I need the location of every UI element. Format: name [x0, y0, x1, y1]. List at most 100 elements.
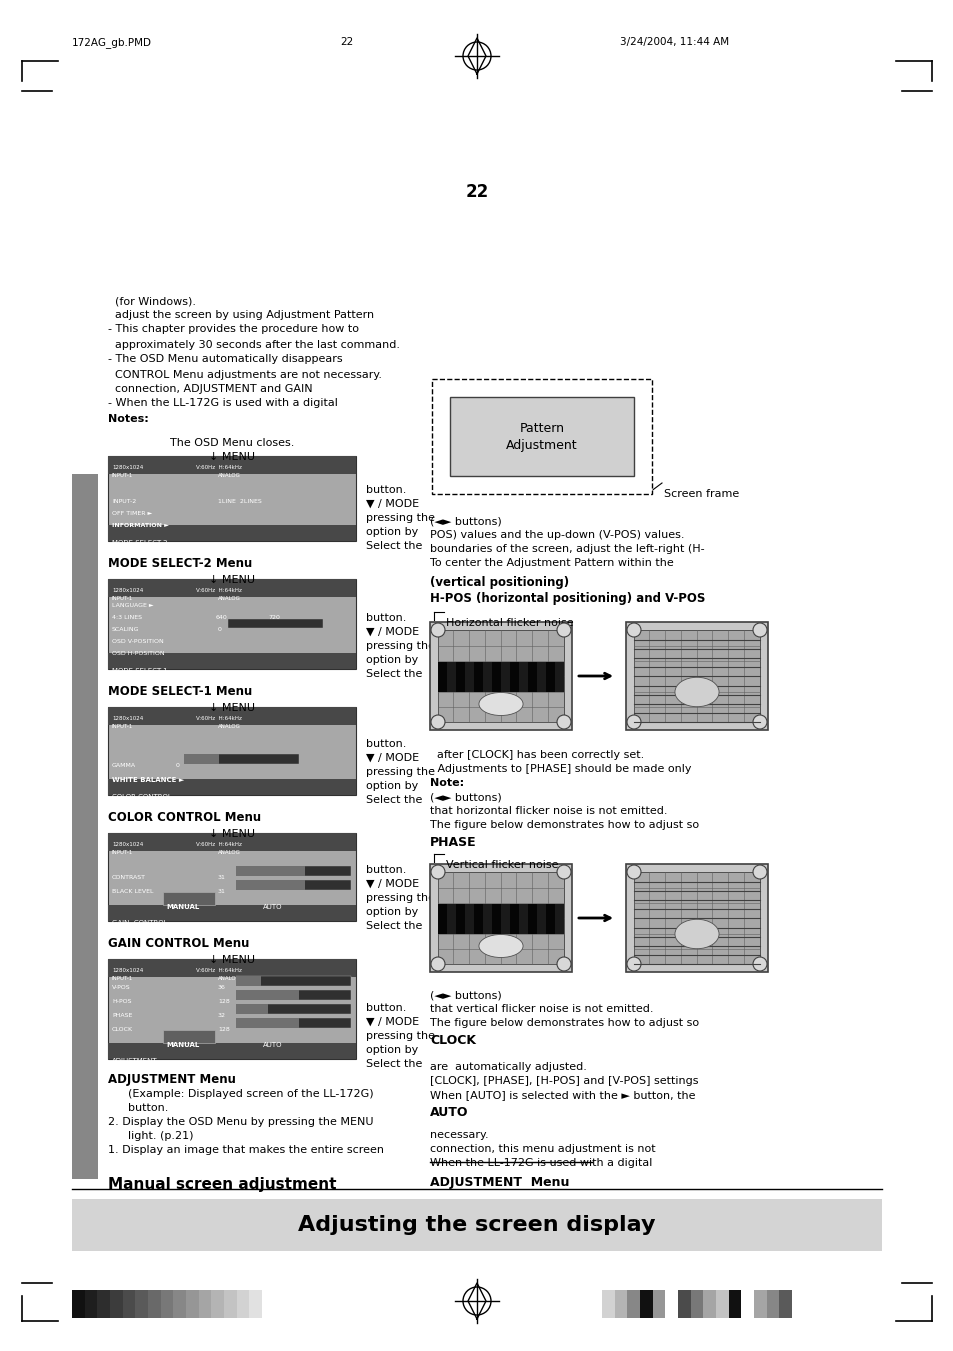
Text: Note:: Note: — [430, 778, 464, 788]
Text: COLOR CONTROL: COLOR CONTROL — [112, 794, 172, 800]
Bar — [492, 904, 500, 934]
Text: - The OSD Menu automatically disappears: - The OSD Menu automatically disappears — [108, 354, 342, 363]
Bar — [108, 959, 355, 1059]
Bar — [510, 904, 518, 934]
Bar — [71, 1198, 882, 1251]
Circle shape — [557, 715, 571, 730]
Bar — [527, 662, 537, 692]
Text: ANALOG: ANALOG — [218, 473, 240, 478]
Text: V:60Hz  H:64kHz: V:60Hz H:64kHz — [195, 716, 242, 721]
Bar — [678, 1290, 690, 1319]
Bar — [601, 1290, 615, 1319]
Bar — [235, 990, 298, 1000]
Text: button.: button. — [366, 613, 406, 623]
Text: 1. Display an image that makes the entire screen: 1. Display an image that makes the entir… — [108, 1146, 384, 1155]
Text: pressing the: pressing the — [366, 1031, 435, 1042]
Text: (◄► buttons): (◄► buttons) — [430, 990, 501, 1000]
Text: button.: button. — [366, 1002, 406, 1013]
Text: Select the: Select the — [366, 921, 422, 931]
Bar — [235, 990, 351, 1000]
Text: 32: 32 — [218, 1013, 226, 1019]
Text: pressing the: pressing the — [366, 640, 435, 651]
Circle shape — [557, 865, 571, 880]
Text: ADJUSTMENT Menu: ADJUSTMENT Menu — [108, 1073, 235, 1086]
Bar — [235, 866, 351, 875]
Bar — [474, 904, 482, 934]
Text: INPUT-1: INPUT-1 — [112, 850, 133, 855]
Text: ▼ / MODE: ▼ / MODE — [366, 499, 418, 509]
Text: 1280x1024: 1280x1024 — [112, 716, 143, 721]
Bar — [224, 1290, 237, 1319]
Bar — [639, 1290, 653, 1319]
Text: that horizontal flicker noise is not emitted.: that horizontal flicker noise is not emi… — [430, 807, 667, 816]
Text: necessary.: necessary. — [430, 1129, 488, 1140]
Bar — [437, 662, 447, 692]
Text: 720: 720 — [268, 615, 279, 620]
Bar — [235, 1019, 298, 1028]
Text: LANGUAGE ►: LANGUAGE ► — [112, 603, 153, 608]
Text: COLOR CONTROL Menu: COLOR CONTROL Menu — [108, 811, 261, 824]
Text: - When the LL-172G is used with a digital: - When the LL-172G is used with a digita… — [108, 399, 337, 408]
Text: CLOCK: CLOCK — [112, 1027, 133, 1032]
Text: V:60Hz  H:64kHz: V:60Hz H:64kHz — [195, 969, 242, 973]
Text: Horizontal flicker noise: Horizontal flicker noise — [446, 617, 573, 628]
Text: ADJUSTMENT: ADJUSTMENT — [112, 1058, 157, 1065]
Bar — [108, 580, 355, 669]
Text: INPUT-1: INPUT-1 — [112, 473, 133, 478]
Text: after [CLOCK] has been correctly set.: after [CLOCK] has been correctly set. — [430, 750, 643, 761]
Bar — [163, 1029, 214, 1043]
Circle shape — [626, 957, 640, 971]
Bar — [108, 526, 355, 540]
Bar — [108, 707, 355, 794]
Bar — [97, 1290, 111, 1319]
Bar — [634, 871, 760, 965]
Text: Notes:: Notes: — [108, 413, 149, 424]
Text: Select the: Select the — [366, 794, 422, 805]
Circle shape — [626, 865, 640, 880]
Bar — [437, 871, 563, 965]
Text: option by: option by — [366, 781, 417, 790]
Circle shape — [626, 623, 640, 638]
Ellipse shape — [674, 919, 719, 948]
Text: Adjusting the screen display: Adjusting the screen display — [298, 1215, 655, 1235]
Bar — [249, 1290, 262, 1319]
Text: INPUT-1: INPUT-1 — [112, 975, 133, 981]
Text: 1LINE  2LINES: 1LINE 2LINES — [218, 499, 261, 504]
Text: 0: 0 — [175, 763, 180, 767]
Bar — [108, 707, 355, 725]
Bar — [123, 1290, 135, 1319]
Circle shape — [752, 957, 766, 971]
Text: V:60Hz  H:64kHz: V:60Hz H:64kHz — [195, 842, 242, 847]
Text: that vertical flicker noise is not emitted.: that vertical flicker noise is not emitt… — [430, 1004, 653, 1015]
Text: CONTRAST: CONTRAST — [112, 875, 146, 880]
Text: button.: button. — [366, 485, 406, 494]
Text: ▼ / MODE: ▼ / MODE — [366, 880, 418, 889]
Bar — [614, 1290, 627, 1319]
Text: 1280x1024: 1280x1024 — [112, 969, 143, 973]
Bar — [148, 1290, 161, 1319]
Bar — [198, 1290, 212, 1319]
Text: 1280x1024: 1280x1024 — [112, 842, 143, 847]
Text: ANALOG: ANALOG — [218, 975, 240, 981]
Text: ↓ MENU: ↓ MENU — [209, 955, 254, 965]
Bar — [184, 754, 298, 765]
Text: The figure below demonstrates how to adjust so: The figure below demonstrates how to adj… — [430, 1019, 699, 1028]
Bar — [108, 457, 355, 540]
Circle shape — [431, 957, 444, 971]
Text: ADJUSTMENT  Menu: ADJUSTMENT Menu — [430, 1175, 569, 1189]
Text: GAMMA: GAMMA — [112, 763, 136, 767]
Text: 2. Display the OSD Menu by pressing the MENU: 2. Display the OSD Menu by pressing the … — [108, 1117, 374, 1127]
Bar — [235, 1004, 351, 1015]
Text: (for Windows).: (for Windows). — [108, 296, 195, 305]
Text: (◄► buttons): (◄► buttons) — [430, 516, 501, 526]
Text: To center the Adjustment Pattern within the: To center the Adjustment Pattern within … — [430, 558, 673, 567]
Bar — [228, 619, 323, 628]
Text: ↓ MENU: ↓ MENU — [209, 830, 254, 839]
Bar — [71, 1290, 85, 1319]
Text: option by: option by — [366, 1046, 417, 1055]
Text: 128: 128 — [218, 998, 230, 1004]
Bar — [728, 1290, 741, 1319]
Bar — [474, 662, 482, 692]
Bar — [85, 1290, 98, 1319]
Text: ▼ / MODE: ▼ / MODE — [366, 627, 418, 638]
